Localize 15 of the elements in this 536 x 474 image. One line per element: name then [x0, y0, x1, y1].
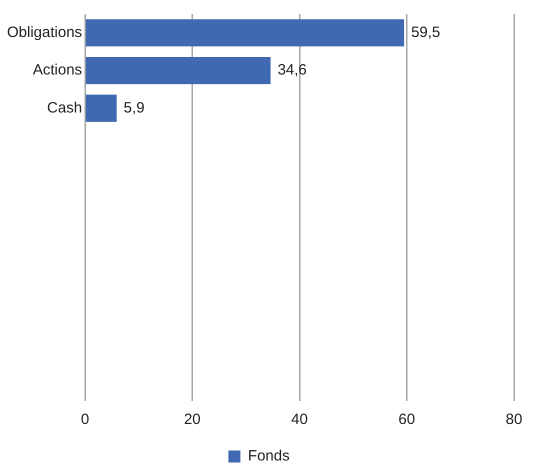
x-tick-label: 40: [291, 411, 308, 428]
legend-label: Fonds: [248, 448, 290, 465]
data-label: 34,6: [278, 62, 307, 79]
bar: [86, 19, 404, 46]
bar: [86, 94, 117, 122]
y-tick-label: Obligations: [6, 24, 82, 41]
x-tick-label: 0: [80, 411, 90, 428]
data-label: 5,9: [124, 99, 145, 116]
x-tick-label: 80: [506, 411, 522, 428]
y-tick-label: Actions: [32, 62, 82, 79]
x-tick-label: 60: [398, 411, 416, 428]
bar: [86, 56, 271, 84]
data-label: 59,5: [411, 24, 440, 41]
y-tick-label: Cash: [47, 99, 82, 116]
x-tick-label: 20: [184, 411, 201, 428]
